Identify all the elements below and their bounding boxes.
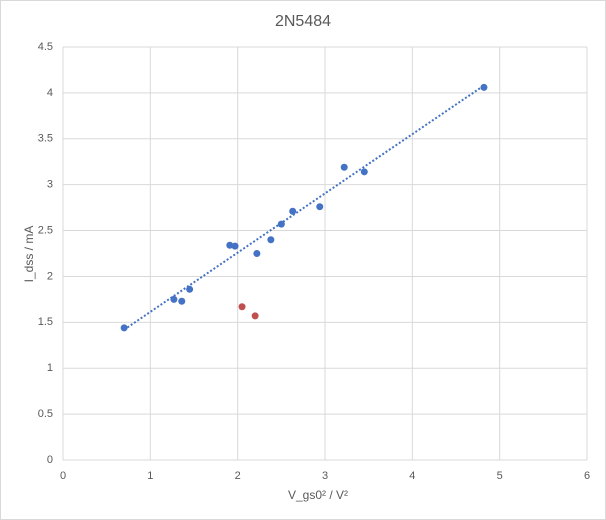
data-point: [186, 285, 194, 293]
y-tick-label: 1.5: [38, 316, 53, 328]
data-point: [120, 324, 128, 332]
x-tick-label: 3: [322, 470, 328, 482]
chart-title: 2N5484: [275, 13, 331, 30]
x-tick-label: 1: [147, 470, 153, 482]
y-tick-label: 2.5: [38, 224, 53, 236]
x-tick-label: 6: [584, 470, 590, 482]
y-axis-title: I_dss / mA: [22, 226, 36, 283]
y-tick-label: 0.5: [38, 408, 53, 420]
x-axis-title: V_gs0² / V²: [288, 488, 348, 502]
x-tick-label: 2: [235, 470, 241, 482]
y-tick-label: 0: [47, 454, 53, 466]
x-tick-label: 4: [409, 470, 415, 482]
data-point: [340, 163, 348, 171]
data-point: [226, 241, 234, 249]
data-point: [360, 168, 368, 176]
data-point: [253, 250, 261, 257]
y-tick-label: 1: [47, 362, 53, 374]
data-point: [178, 297, 186, 305]
data-point: [251, 312, 259, 320]
data-point: [316, 203, 324, 211]
data-point: [289, 207, 297, 215]
y-tick-label: 4: [47, 87, 53, 99]
data-point: [277, 220, 285, 228]
x-tick-label: 0: [60, 470, 66, 482]
data-point: [480, 83, 488, 91]
data-point: [267, 236, 275, 244]
x-tick-label: 5: [497, 470, 503, 482]
trendline: [123, 84, 485, 331]
y-tick-label: 4.5: [38, 41, 53, 53]
data-point: [170, 295, 178, 303]
data-point: [231, 242, 239, 250]
y-tick-label: 3: [47, 179, 53, 191]
y-tick-label: 2: [47, 270, 53, 282]
data-point: [238, 303, 246, 311]
y-tick-label: 3.5: [38, 133, 53, 145]
